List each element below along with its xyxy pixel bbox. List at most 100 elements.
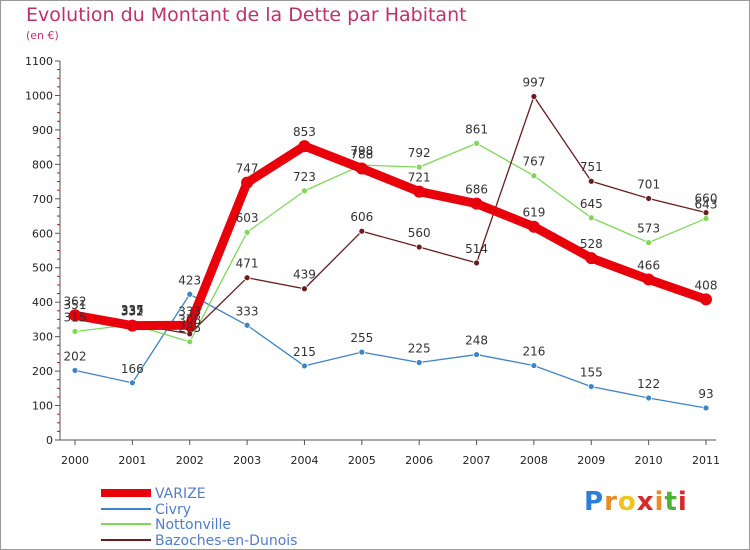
logo-letter: i [654, 487, 665, 517]
data-point [301, 362, 308, 370]
legend-label: VARIZE [155, 486, 206, 502]
x-tick-label: 2009 [577, 454, 605, 467]
labels-bazoches-en-dunois: 351 337 308 471 439 606 560 514 997 751 701 660 [64, 75, 718, 326]
data-point [530, 362, 538, 369]
data-label: 215 [293, 345, 316, 359]
data-label: 792 [408, 146, 431, 160]
x-tick-label: 2004 [290, 454, 318, 467]
chart-title: Evolution du Montant de la Dette par Hab… [26, 4, 467, 26]
data-point [473, 351, 480, 358]
data-point [415, 359, 423, 366]
x-tick-label: 2010 [635, 454, 663, 467]
data-label: 603 [236, 211, 259, 225]
x-tick-label: 2006 [405, 454, 433, 467]
data-point [358, 227, 366, 235]
chart-subtitle: (en €) [26, 29, 59, 42]
data-label: 466 [637, 258, 660, 272]
data-point [183, 319, 196, 332]
x-tick-label: 2008 [520, 454, 548, 467]
data-point [355, 162, 368, 175]
data-point [128, 379, 136, 387]
x-tick-label: 2000 [61, 454, 89, 467]
legend-item-bazoches-en-dunois: Bazoches-en-Dunois [101, 533, 297, 549]
data-label: 333 [236, 304, 259, 318]
data-label: 351 [64, 298, 87, 312]
data-point [241, 176, 254, 189]
data-point [585, 252, 598, 265]
data-point [71, 328, 79, 335]
data-point [702, 404, 710, 412]
x-tick-label: 2005 [348, 454, 376, 467]
data-point [415, 243, 423, 251]
legend-item-civry: Civry [101, 502, 191, 518]
data-point [301, 285, 308, 293]
logo-letter: o [617, 487, 637, 517]
data-point [186, 290, 194, 298]
data-point [298, 140, 311, 153]
data-label: 701 [637, 177, 660, 191]
data-label: 285 [178, 321, 201, 335]
data-label: 619 [522, 206, 545, 220]
data-label: 308 [178, 313, 201, 327]
y-tick-label: 400 [32, 296, 53, 309]
data-label: 723 [293, 170, 316, 184]
x-tick-label: 2002 [176, 454, 204, 467]
data-point [415, 163, 423, 171]
legend-label: Bazoches-en-Dunois [155, 533, 297, 549]
data-label: 643 [695, 197, 718, 211]
logo-letter: i [677, 487, 688, 517]
data-point [186, 338, 194, 346]
data-point [702, 209, 710, 217]
y-tick-label: 100 [32, 400, 53, 413]
data-point [587, 214, 595, 222]
data-label: 423 [178, 273, 201, 287]
data-point [473, 139, 480, 147]
y-tick-label: 1100 [25, 55, 53, 68]
y-tick-label: 500 [32, 262, 53, 275]
data-label: 560 [408, 226, 431, 240]
data-label: 166 [121, 362, 144, 376]
data-point [69, 309, 81, 322]
data-label: 122 [637, 377, 660, 391]
data-label: 333 [178, 304, 201, 318]
y-tick-label: 0 [46, 434, 53, 447]
data-label: 514 [465, 242, 488, 256]
data-point [126, 319, 139, 332]
labels-civry: 202 166 423 333 215 255 225 248 216 155 122 93 [64, 273, 714, 401]
data-label: 573 [637, 222, 660, 236]
series-varize [69, 140, 712, 332]
series-line [74, 142, 707, 343]
data-point [587, 383, 595, 390]
data-label: 751 [580, 160, 603, 174]
data-point [413, 185, 426, 198]
legend-label: Nottonville [155, 517, 231, 533]
data-point [645, 239, 653, 246]
series-line [70, 141, 711, 331]
x-tick-label: 2007 [463, 454, 491, 467]
data-point [243, 321, 251, 329]
labels-varize: 362 332 333 747 853 788 721 686 619 528 466 408 [64, 125, 718, 319]
data-label: 798 [350, 144, 373, 158]
data-label: 439 [293, 268, 316, 282]
logo-letter: x [636, 487, 655, 517]
y-tick-label: 800 [32, 158, 53, 171]
y-tick-label: 600 [32, 227, 53, 240]
data-point [700, 293, 712, 306]
data-point [301, 187, 308, 195]
data-point [243, 274, 251, 282]
proxiti-logo: Proxiti [584, 487, 688, 517]
legend-item-varize: VARIZE [101, 486, 206, 502]
data-point [358, 348, 366, 356]
data-point [642, 273, 655, 286]
x-tick-label: 2003 [233, 454, 261, 467]
data-label: 337 [121, 303, 144, 317]
logo-letter: r [604, 487, 618, 517]
axes: 0 100 200 300 400 500 600 700 800 900 1000 1100 2000… [25, 55, 720, 467]
data-point [530, 172, 538, 180]
data-label: 216 [522, 345, 545, 359]
data-point [645, 394, 653, 402]
data-label: 721 [408, 171, 431, 185]
series-civry [71, 290, 710, 412]
